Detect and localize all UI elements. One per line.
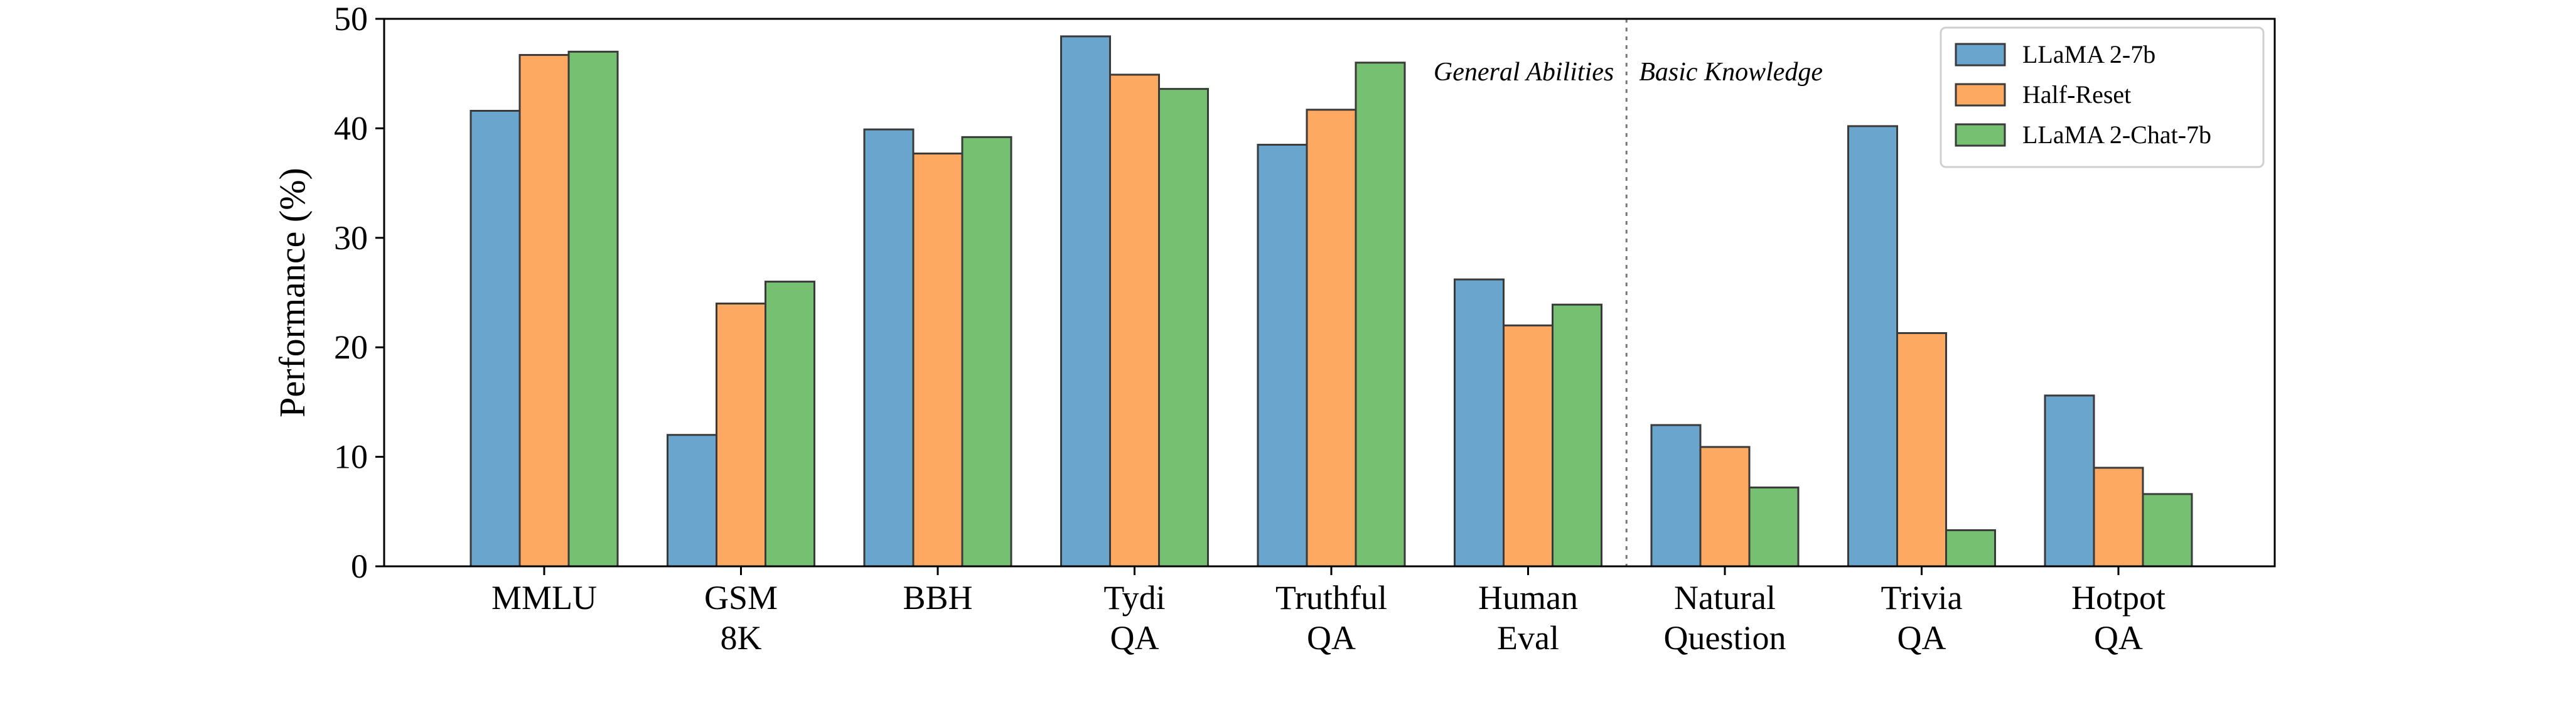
x-tick-label: GSM [704, 579, 778, 617]
bar-llama-2-7b-7 [1847, 125, 1898, 568]
bar-half-reset-3 [1109, 73, 1160, 568]
x-tick-label: Hotpot [2071, 579, 2165, 617]
bar-half-reset-4 [1306, 109, 1357, 568]
legend-label: LLaMA 2-Chat-7b [2022, 121, 2211, 149]
bar-half-reset-7 [1896, 332, 1947, 568]
bar-llama-2-chat-7b-5 [1552, 303, 1602, 568]
y-tick-label: 10 [334, 438, 368, 476]
bar-half-reset-2 [912, 153, 963, 568]
bar-llama-2-7b-1 [667, 434, 717, 568]
x-tick-label: MMLU [491, 579, 597, 617]
bar-llama-2-7b-3 [1060, 35, 1111, 568]
y-axis-label: Performance (%) [272, 168, 313, 418]
x-tick-label: QA [2094, 619, 2143, 657]
legend-label: LLaMA 2-7b [2022, 40, 2155, 68]
legend-swatch [1955, 123, 2006, 147]
bar-llama-2-7b-8 [2044, 394, 2095, 568]
bar-half-reset-5 [1503, 324, 1554, 568]
bar-llama-2-chat-7b-4 [1355, 62, 1406, 568]
bar-llama-2-7b-0 [470, 109, 521, 568]
x-tick-label: Truthful [1275, 579, 1387, 617]
bars-layer [470, 35, 2193, 568]
bar-llama-2-7b-2 [863, 128, 915, 568]
x-tick-label: Tydi [1103, 579, 1165, 617]
bar-llama-2-chat-7b-3 [1158, 88, 1209, 568]
bar-llama-2-chat-7b-1 [765, 281, 815, 568]
bar-llama-2-7b-5 [1454, 278, 1505, 568]
bar-half-reset-0 [518, 54, 570, 568]
x-tick-label: Question [1664, 619, 1786, 657]
x-tick-label: Natural [1674, 579, 1776, 617]
y-tick-label: 50 [334, 0, 368, 38]
bar-llama-2-chat-7b-6 [1748, 486, 1800, 568]
x-tick-label: BBH [903, 579, 972, 617]
bar-llama-2-chat-7b-2 [961, 136, 1012, 568]
bar-half-reset-1 [716, 302, 766, 568]
plot-frame [383, 18, 2276, 568]
legend: LLaMA 2-7b Half-Reset LLaMA 2-Chat-7b [1940, 26, 2265, 168]
x-tick-label: QA [1110, 619, 1159, 657]
bar-half-reset-6 [1699, 446, 1751, 568]
bar-llama-2-chat-7b-8 [2142, 493, 2193, 568]
legend-box [1940, 26, 2265, 168]
x-tick-label: 8K [721, 619, 762, 657]
x-tick-label: Human [1478, 579, 1578, 617]
legend-swatch [1955, 83, 2006, 107]
legend-label: Half-Reset [2022, 80, 2131, 109]
y-tick-label: 0 [351, 547, 368, 585]
bar-llama-2-chat-7b-0 [567, 50, 619, 568]
y-tick-label: 30 [334, 219, 368, 257]
general-abilities-label: General Abilities [1434, 58, 1614, 87]
bar-llama-2-7b-6 [1650, 424, 1702, 568]
x-tick-label: QA [1897, 619, 1946, 657]
y-tick-label: 20 [334, 328, 368, 366]
bar-llama-2-chat-7b-7 [1945, 529, 1996, 568]
x-tick-label: Trivia [1881, 579, 1962, 617]
y-tick-label: 40 [334, 109, 368, 147]
x-tick-label: QA [1307, 619, 1356, 657]
bar-half-reset-8 [2093, 466, 2144, 568]
bar-llama-2-7b-4 [1257, 144, 1308, 568]
basic-knowledge-label: Basic Knowledge [1639, 58, 1823, 87]
legend-swatch [1955, 43, 2006, 67]
x-tick-label: Eval [1497, 619, 1559, 657]
